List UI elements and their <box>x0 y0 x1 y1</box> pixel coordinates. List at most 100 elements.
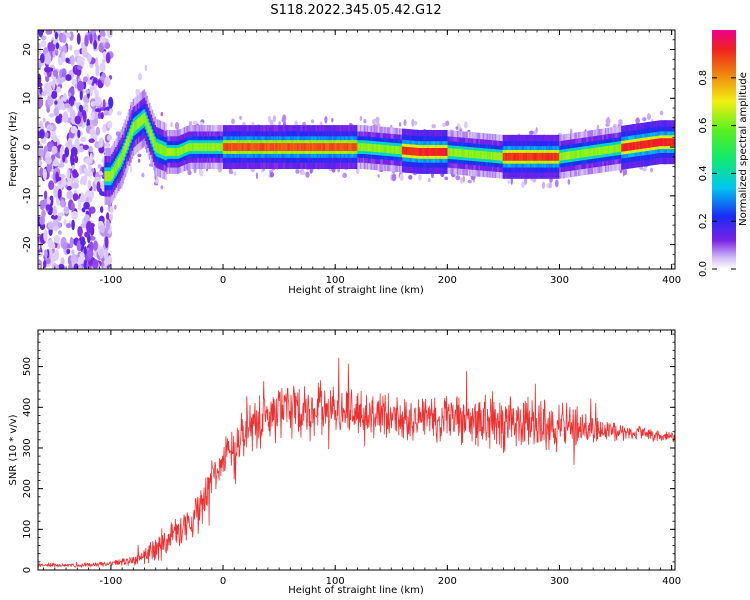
spectrogram-cell <box>357 143 360 151</box>
spectrogram-cell <box>368 143 370 152</box>
spectrogram-cell <box>99 248 104 260</box>
spectrogram-cell <box>127 135 130 147</box>
spectrogram-cell <box>43 190 48 200</box>
snr-frame <box>37 329 676 571</box>
x-tick-label: 0 <box>220 275 226 286</box>
spectrogram-cell <box>552 152 555 161</box>
spectrogram-cell <box>513 152 516 161</box>
spectrogram-cell <box>282 143 284 151</box>
spectrogram-cell <box>261 169 264 173</box>
spectrogram-cell <box>397 146 400 155</box>
spectrogram-cell <box>430 148 432 156</box>
spectrogram-cell <box>529 152 532 161</box>
y-tick-label: 100 <box>22 520 33 539</box>
spectrogram-cell <box>535 152 537 161</box>
spectrogram-cell <box>94 132 98 143</box>
spectrogram-cell <box>68 140 73 148</box>
spectrogram-cell <box>174 148 177 156</box>
spectrogram-cell <box>133 121 136 132</box>
spectrogram-cell <box>77 129 81 139</box>
spectrogram-cell <box>307 143 310 151</box>
spectrogram-cell <box>99 62 106 73</box>
spectrogram-cell <box>533 152 536 161</box>
spectrogram-cell <box>404 146 407 155</box>
spectrogram-cell <box>63 92 67 103</box>
spectrogram-cell <box>375 116 380 124</box>
spectrogram-cell <box>78 57 86 62</box>
spectrogram-cell <box>645 140 648 149</box>
y-tick-label: -10 <box>22 188 33 204</box>
spectrogram-cell <box>217 143 220 151</box>
spectrogram-cell <box>576 150 579 159</box>
spectrogram-cell <box>191 143 194 151</box>
snr-y-axis-label: SNR (10 * v/v) <box>8 414 19 485</box>
spectrogram-cell <box>335 143 338 151</box>
spectrogram-cell <box>509 152 512 161</box>
spectrogram-cell <box>481 151 484 159</box>
spectrogram-cell <box>66 190 73 200</box>
spectrogram-cell <box>170 121 173 128</box>
spectrogram-cell <box>376 144 379 153</box>
spectrogram-cell <box>602 146 605 155</box>
x-tick-label: 100 <box>326 576 345 587</box>
spectrogram-cell <box>77 198 82 211</box>
spectrogram-cell <box>634 141 637 150</box>
spectrogram-cell <box>510 152 513 161</box>
spectrogram-cell <box>167 148 170 156</box>
spectrogram-frame <box>37 29 676 270</box>
spectrogram-cell <box>286 143 288 151</box>
spectrogram-cell <box>72 182 79 189</box>
spectrogram-cell <box>329 143 331 151</box>
spectrogram-cell <box>71 249 75 255</box>
spectrogram-cell <box>432 148 435 156</box>
spectrogram-cell <box>331 117 334 123</box>
spectrogram-cell <box>166 148 169 156</box>
spectrogram-cell <box>323 143 326 151</box>
spectrogram-cell <box>93 240 98 251</box>
spectrogram-cell <box>163 145 166 156</box>
spectrogram-cell <box>444 176 449 181</box>
spectrogram-cell <box>116 111 122 116</box>
spectrogram-cell <box>109 171 112 182</box>
spectrogram-cell <box>64 32 72 38</box>
spectrogram-cell <box>642 140 645 149</box>
spectrogram-cell <box>95 126 101 136</box>
colorbar-tick-label: 0.8 <box>698 70 709 86</box>
spectrogram-cell <box>66 185 72 191</box>
x-tick-label: 300 <box>550 275 569 286</box>
spectrogram-cell <box>617 144 619 153</box>
spectrogram-cell <box>138 117 140 128</box>
spectrogram-cell <box>104 171 107 182</box>
spectrogram-cell <box>260 143 263 151</box>
spectrogram-cell <box>178 147 181 156</box>
spectrogram-cell <box>279 143 282 151</box>
spectrogram-cell <box>587 148 590 157</box>
spectrogram-cell <box>543 152 545 161</box>
spectrogram-cell <box>310 143 313 151</box>
spectrogram-cell <box>567 179 571 185</box>
spectrogram-cell <box>83 167 88 173</box>
spectrogram-cell <box>224 143 226 151</box>
spectrogram-cell <box>598 147 601 155</box>
spectrogram-cell <box>74 155 79 164</box>
spectrogram-cell <box>298 143 300 151</box>
spectrogram-cell <box>554 179 559 188</box>
spectrogram-cell <box>116 159 119 171</box>
spectrogram-cell <box>315 143 318 151</box>
spectrogram-cell <box>44 66 51 73</box>
spectrogram-cell <box>137 73 143 81</box>
spectrogram-cell <box>603 146 606 155</box>
spectrogram-cell <box>65 57 70 64</box>
spectrogram-cell <box>268 143 271 151</box>
spectrogram-cell <box>427 177 431 183</box>
spectrogram-cell <box>78 104 84 113</box>
spectrogram-cell <box>413 120 418 126</box>
spectrogram-cell <box>420 148 423 156</box>
spectrogram-cell <box>96 181 101 193</box>
spectrogram-cell <box>256 143 259 151</box>
spectrogram-cell <box>273 143 276 151</box>
spectrogram-cell <box>98 220 104 226</box>
y-tick-label: 20 <box>22 43 33 56</box>
spectrogram-cell <box>60 144 65 153</box>
spectrogram-cell <box>373 144 376 152</box>
